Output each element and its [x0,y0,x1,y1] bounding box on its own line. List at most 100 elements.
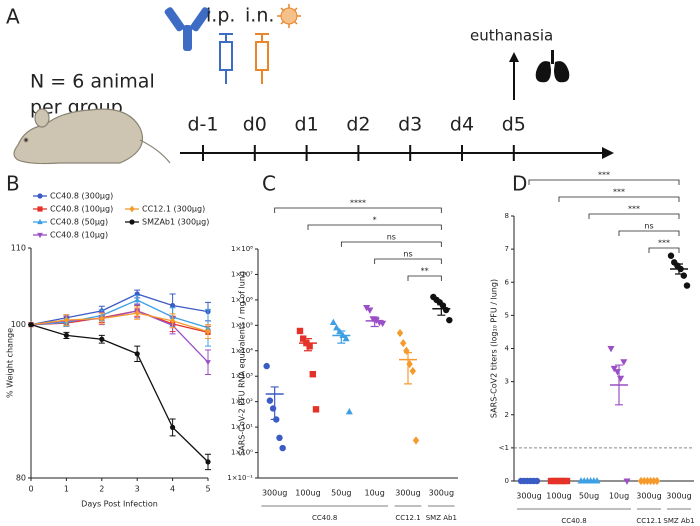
marker [623,478,631,485]
day-label: d1 [295,114,319,136]
marker [205,328,211,335]
y-tick-label: 1×10¹ [231,423,253,431]
marker [403,346,410,355]
legend-label: CC40.8 (300µg) [50,192,113,201]
marker [610,365,618,373]
marker [412,436,420,445]
significance-label: *** [628,205,640,214]
series-line [30,324,209,463]
y-tick-label: 6 [505,278,510,286]
panel-label: A [6,5,20,29]
group-label: CC12.1 [636,517,661,525]
significance-label: ** [421,267,429,276]
group-label: SMZ Ab1 [663,517,694,525]
x-tick-label: 5 [205,485,210,494]
significance-label: ns [387,233,396,242]
significance-bracket [588,213,680,219]
significance-bracket [648,247,680,253]
error-bar [437,304,446,316]
x-tick-label: 300ug [516,492,541,501]
series-line [30,310,209,363]
day-label: d5 [502,114,526,136]
y-tick-label: 2 [505,411,509,419]
series-line [30,293,209,326]
x-tick-label: 50ug [579,492,599,501]
y-tick-label: 1×10⁶ [231,296,253,304]
x-tick-label: 3 [135,485,140,494]
marker [263,362,270,370]
lungs-icon [535,50,570,83]
y-tick-label: 100 [11,320,26,329]
y-tick-label: 1×10⁻¹ [227,474,253,482]
error-bar [675,263,683,275]
marker [406,359,413,369]
marker [620,359,628,366]
significance-bracket [407,275,442,281]
y-tick-label: 4 [505,345,510,353]
significance-label: ns [644,222,653,231]
significance-bracket [307,224,442,230]
legend-label: CC40.8 (100µg) [50,205,113,214]
x-tick-label: 50ug [331,489,351,498]
marker [129,219,135,225]
marker [205,360,211,366]
panel-label: D [512,172,527,196]
virus-icon [277,4,301,28]
x-tick-label: 300ug [636,492,661,501]
x-tick-label: 300ug [262,489,287,498]
error-bar [304,338,312,352]
significance-bracket [374,258,442,264]
marker [99,315,105,322]
y-tick-label: 1×10⁷ [231,270,253,278]
significance-label: *** [658,239,670,248]
marker [129,205,135,213]
x-axis-label: Days Post Infection [81,500,158,509]
y-tick-label: <1 [499,444,509,452]
y-tick-label: 5 [505,311,509,319]
series-line [30,312,209,333]
syringe-icon [255,33,269,84]
error-bar [270,386,279,421]
y-tick-label: 3 [505,378,509,386]
marker [269,405,277,412]
endpoint-label: euthanasia [470,27,553,45]
marker [266,397,274,404]
marker [613,369,621,376]
marker [379,320,387,328]
significance-bracket [618,230,680,236]
x-tick-label: 4 [170,485,175,494]
significance-label: *** [613,188,625,197]
y-tick-label: 1×10⁴ [231,347,253,355]
group-label: SMZ Ab1 [426,514,457,522]
marker [667,252,675,259]
y-tick-label: 7 [505,245,509,253]
x-tick-label: 300ug [395,489,420,498]
day-label: d4 [450,114,474,136]
marker [170,302,176,309]
marker [63,316,69,324]
significance-bracket [558,196,680,202]
x-tick-label: 2 [99,485,104,494]
marker [99,336,105,342]
marker [170,424,176,430]
error-bar [370,316,379,328]
marker [400,338,407,348]
marker [37,232,43,239]
marker [345,407,353,415]
y-tick-label: 1×10⁵ [231,321,253,329]
significance-label: **** [350,199,366,208]
marker [28,322,34,328]
y-tick-label: 1×10⁸ [231,245,253,253]
y-tick-label: 1×10⁰ [231,449,253,457]
marker [442,306,450,314]
route-label: i.n. [245,5,274,27]
y-axis-label: % Weight change [6,328,15,398]
marker [366,307,374,314]
marker [37,218,43,225]
y-tick-label: 0 [505,477,509,485]
marker [607,345,615,353]
significance-label: *** [598,171,610,180]
marker [329,318,337,325]
marker [363,304,371,312]
